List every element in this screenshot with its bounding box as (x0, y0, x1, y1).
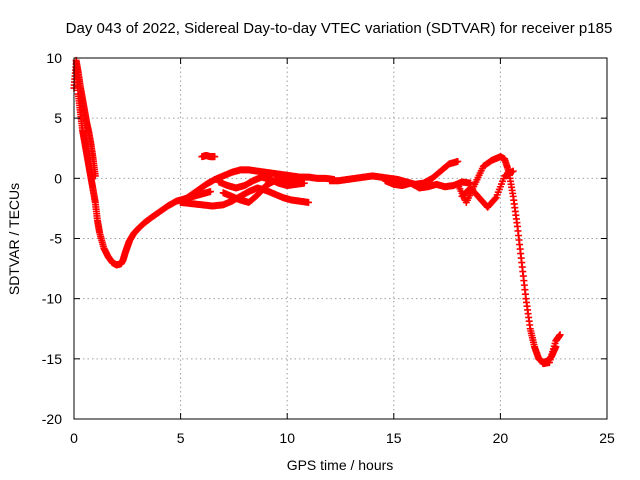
data-point (491, 195, 499, 203)
data-points (70, 56, 564, 368)
x-tick-label: 5 (177, 430, 185, 446)
y-tick-label: -20 (42, 411, 62, 427)
data-point (211, 153, 219, 161)
data-point (454, 157, 462, 165)
data-point (509, 167, 517, 175)
y-tick-label: 5 (54, 110, 62, 126)
axis-ticks (73, 57, 608, 420)
x-tick-label: 0 (70, 430, 78, 446)
series-morning-lower (177, 184, 313, 210)
series-morning-arc (177, 166, 338, 206)
series-afternoon-loop (458, 167, 517, 211)
y-tick-label: 10 (46, 50, 62, 66)
x-tick-label: 15 (386, 430, 402, 446)
x-axis-label: GPS time / hours (287, 457, 394, 473)
series-midday (326, 157, 462, 188)
series-morning-wave (215, 173, 308, 192)
y-tick-label: 0 (54, 170, 62, 186)
y-tick-label: -5 (50, 231, 63, 247)
x-tick-label: 10 (279, 430, 295, 446)
x-tick-label: 25 (599, 430, 615, 446)
y-tick-label: -15 (42, 351, 62, 367)
series-descent-upper (72, 56, 99, 180)
chart-title: Day 043 of 2022, Sidereal Day-to-day VTE… (66, 20, 613, 37)
data-point (206, 188, 214, 196)
y-tick-label: -10 (42, 291, 62, 307)
series-tail (539, 331, 564, 368)
data-point (305, 198, 313, 206)
data-point (556, 331, 564, 339)
x-tick-label: 20 (493, 430, 509, 446)
data-point (91, 172, 99, 180)
tick-labels: 0 5 10 15 20 25 -20 -15 -10 -5 0 5 10 (42, 50, 615, 446)
data-point (300, 179, 308, 187)
y-axis-label: SDTVAR / TECUs (6, 183, 22, 295)
series-short-segment (198, 151, 219, 161)
